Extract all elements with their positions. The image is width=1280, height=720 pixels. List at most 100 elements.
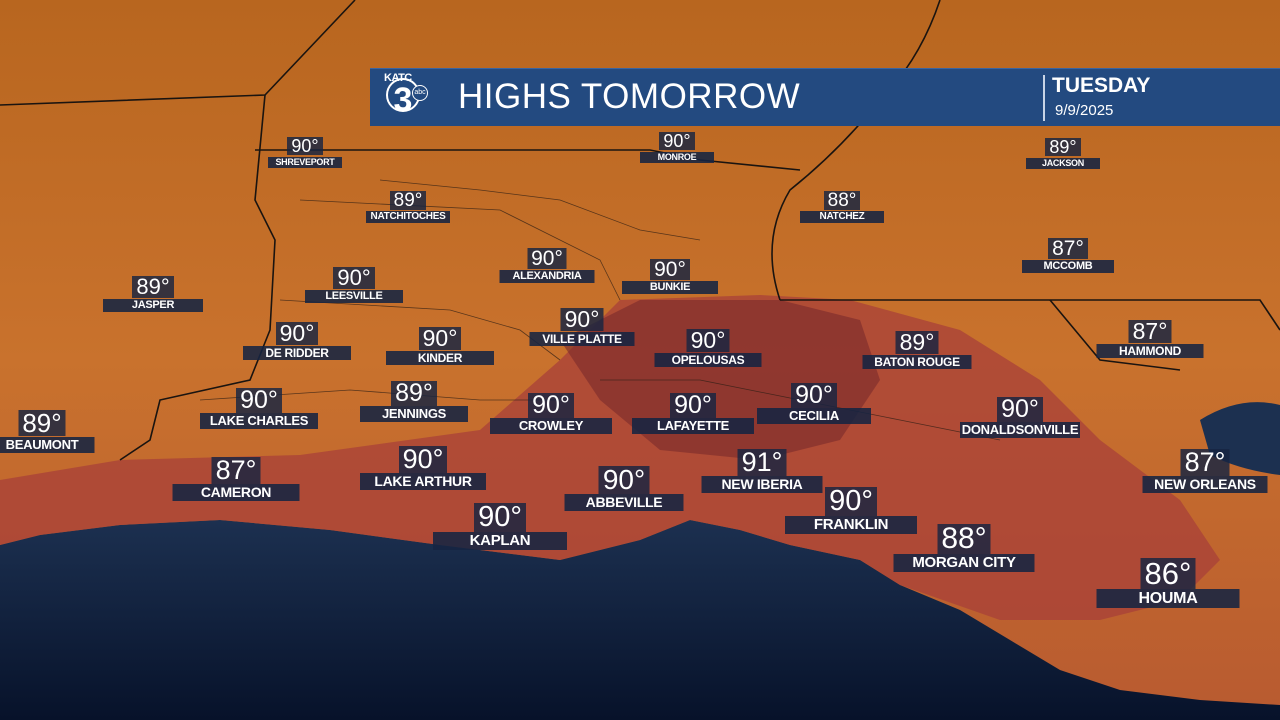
city-label-franklin: 90° FRANKLIN [785, 487, 917, 534]
gulf-of-mexico [0, 520, 1280, 720]
city-label-lake-arthur: 90° LAKE ARTHUR [360, 446, 486, 490]
title-banner: KATC 3 abc HIGHS TOMORROW TUESDAY 9/9/20… [370, 68, 1280, 126]
city-name: MCCOMB [1022, 260, 1114, 274]
city-label-de-ridder: 90° DE RIDDER [243, 322, 351, 361]
temp: 87° [1048, 238, 1088, 259]
temp: 86° [1140, 558, 1196, 589]
city-label-kaplan: 90° KAPLAN [433, 503, 567, 550]
city-name: LAKE CHARLES [200, 413, 318, 429]
city-label-new-orleans: 87° NEW ORLEANS [1142, 449, 1268, 493]
city-name: CECILIA [757, 408, 871, 424]
katc-logo: KATC 3 abc [384, 72, 430, 122]
city-label-cecilia: 90° CECILIA [757, 383, 871, 424]
city-name: JASPER [103, 299, 203, 313]
temp: 90° [275, 322, 319, 345]
city-name: CAMERON [172, 484, 300, 501]
temp: 89° [391, 381, 437, 406]
city-name: BEAUMONT [0, 437, 95, 453]
city-label-jennings: 89° JENNINGS [360, 381, 468, 422]
city-label-natchez: 88° NATCHEZ [800, 191, 884, 223]
temp: 90° [236, 388, 282, 413]
city-label-hammond: 87° HAMMOND [1096, 320, 1204, 359]
temp: 90° [528, 393, 574, 418]
temp: 89° [895, 331, 939, 354]
temp: 90° [791, 383, 837, 408]
temp: 90° [474, 503, 526, 532]
temp: 90° [686, 329, 730, 352]
city-label-mccomb: 87° MCCOMB [1022, 238, 1114, 274]
city-name: DONALDSONVILLE [960, 422, 1080, 438]
temp: 90° [598, 466, 650, 494]
temp: 90° [659, 132, 695, 150]
city-label-houma: 86° HOUMA [1096, 558, 1240, 609]
city-name: NATCHITOCHES [366, 211, 450, 223]
city-name: VILLE PLATTE [529, 332, 635, 347]
hot-zone [0, 295, 1220, 620]
city-name: MORGAN CITY [893, 554, 1035, 572]
city-label-monroe: 90° MONROE [640, 132, 714, 163]
city-label-crowley: 90° CROWLEY [490, 393, 612, 434]
forecast-day: TUESDAY [1052, 74, 1151, 97]
city-label-kinder: 90° KINDER [386, 327, 494, 366]
city-label-morgan-city: 88° MORGAN CITY [893, 524, 1035, 572]
city-label-new-iberia: 91° NEW IBERIA [701, 449, 823, 493]
temp: 90° [418, 327, 462, 350]
city-label-lafayette: 90° LAFAYETTE [632, 393, 754, 434]
city-name: LAKE ARTHUR [360, 473, 486, 490]
temp: 87° [211, 457, 261, 484]
temp: 90° [650, 259, 690, 280]
city-name: CROWLEY [490, 418, 612, 434]
city-name: KAPLAN [433, 532, 567, 550]
city-label-bunkie: 90° BUNKIE [622, 259, 718, 295]
temp: 90° [333, 267, 375, 289]
city-name: JENNINGS [360, 406, 468, 422]
city-name: MONROE [640, 152, 714, 163]
temp: 89° [1045, 138, 1081, 156]
temp: 89° [132, 276, 174, 298]
city-name: NATCHEZ [800, 211, 884, 223]
temp: 87° [1128, 320, 1172, 343]
city-label-jasper: 89° JASPER [103, 276, 203, 313]
city-label-shreveport: 90° SHREVEPORT [268, 137, 342, 168]
temp: 90° [287, 137, 323, 155]
temp: 90° [825, 487, 877, 516]
city-label-donaldsonville: 90° DONALDSONVILLE [960, 397, 1080, 438]
city-name: LAFAYETTE [632, 418, 754, 434]
city-label-alexandria: 90° ALEXANDRIA [499, 248, 595, 284]
city-label-natchitoches: 89° NATCHITOCHES [366, 191, 450, 223]
city-label-leesville: 90° LEESVILLE [305, 267, 403, 304]
temp: 90° [527, 248, 567, 269]
temp: 90° [670, 393, 716, 418]
temp: 91° [737, 449, 787, 476]
temp: 88° [937, 524, 991, 554]
temp: 89° [18, 410, 66, 436]
temp: 90° [997, 397, 1043, 422]
city-name: NEW IBERIA [701, 476, 823, 493]
city-label-baton-rouge: 89° BATON ROUGE [862, 331, 972, 370]
city-name: OPELOUSAS [654, 353, 762, 368]
city-label-ville-platte: 90° VILLE PLATTE [529, 308, 635, 347]
city-label-lake-charles: 90° LAKE CHARLES [200, 388, 318, 429]
city-name: KINDER [386, 351, 494, 366]
temp: 90° [560, 308, 604, 331]
city-label-cameron: 87° CAMERON [172, 457, 300, 501]
city-label-abbeville: 90° ABBEVILLE [564, 466, 684, 511]
forecast-date: 9/9/2025 [1055, 102, 1114, 119]
city-label-opelousas: 90° OPELOUSAS [654, 329, 762, 368]
city-name: HOUMA [1096, 589, 1240, 609]
temp: 87° [1180, 449, 1230, 476]
city-name: NEW ORLEANS [1142, 476, 1268, 493]
temp: 88° [823, 191, 861, 210]
city-name: FRANKLIN [785, 516, 917, 534]
city-name: BATON ROUGE [862, 355, 972, 370]
city-name: JACKSON [1026, 158, 1100, 169]
city-name: ALEXANDRIA [499, 270, 595, 284]
city-label-beaumont: 89° BEAUMONT [0, 410, 95, 453]
city-name: BUNKIE [622, 281, 718, 295]
city-label-jackson: 89° JACKSON [1026, 138, 1100, 169]
temp: 89° [389, 191, 427, 210]
city-name: DE RIDDER [243, 346, 351, 361]
city-name: HAMMOND [1096, 344, 1204, 359]
divider [1043, 75, 1045, 121]
city-name: LEESVILLE [305, 290, 403, 304]
